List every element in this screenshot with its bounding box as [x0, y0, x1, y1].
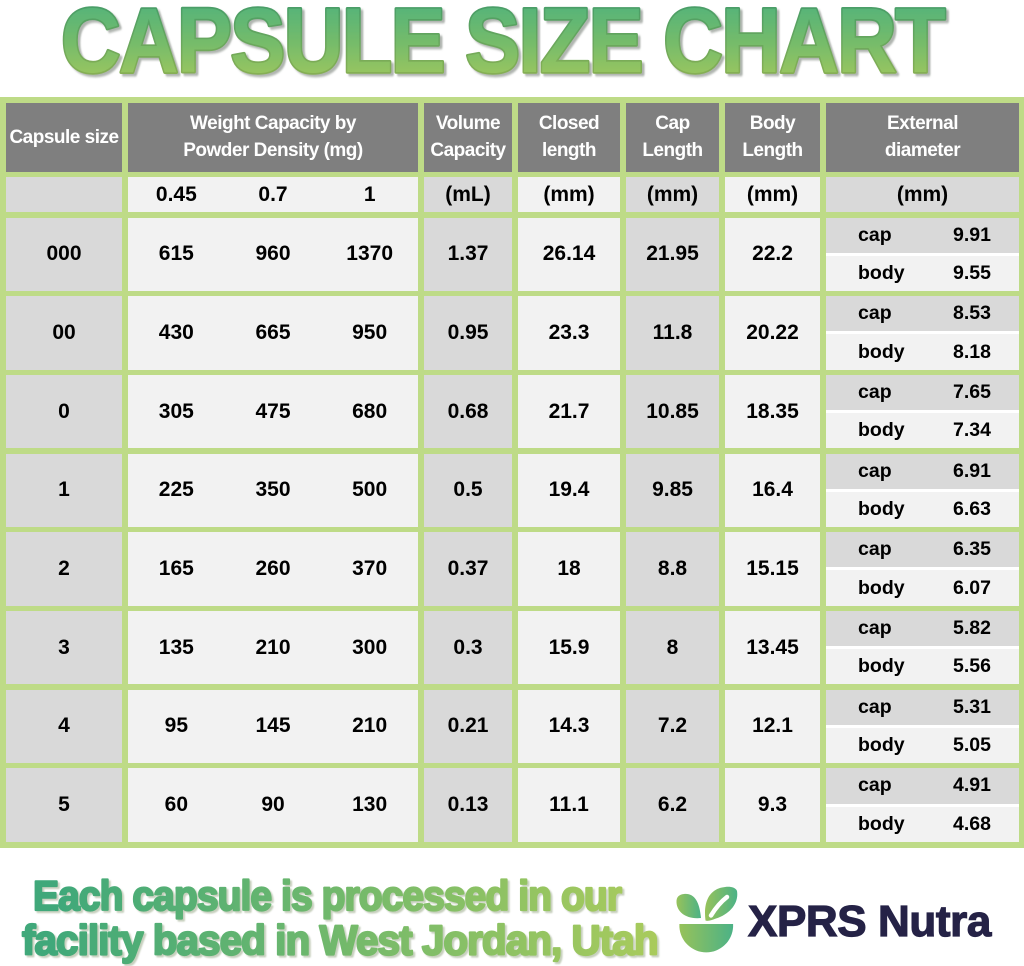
svg-text:Each capsule is processed in o: Each capsule is processed in our: [33, 872, 622, 920]
svg-text:CAPSULE SIZE CHART: CAPSULE SIZE CHART: [61, 0, 945, 92]
svg-text:facility based in West Jordan,: facility based in West Jordan, Utah: [22, 917, 658, 964]
